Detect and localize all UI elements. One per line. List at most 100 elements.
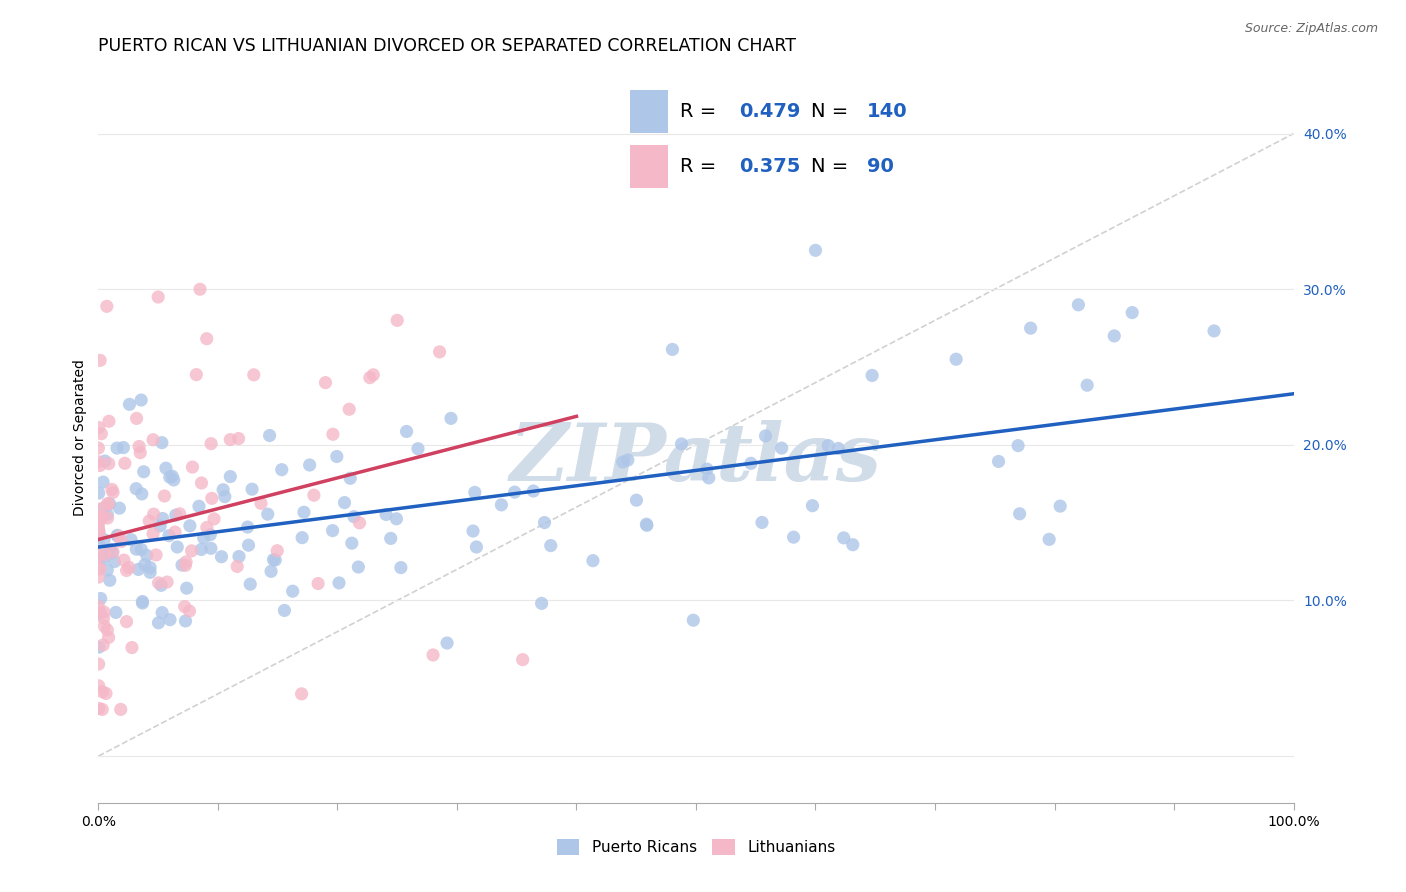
Point — [200, 527, 222, 541]
Point — [512, 652, 534, 666]
Point — [104, 606, 127, 620]
Point — [174, 558, 197, 573]
Point — [131, 487, 153, 501]
Point — [1007, 439, 1029, 453]
Point — [661, 343, 683, 357]
Point — [105, 441, 128, 455]
Point — [754, 429, 776, 443]
Point — [87, 513, 110, 527]
Point — [170, 558, 193, 572]
Point — [1019, 321, 1042, 335]
Point — [101, 546, 124, 560]
Point — [298, 458, 321, 472]
Point — [91, 475, 114, 490]
Point — [751, 516, 773, 530]
Point — [292, 505, 315, 519]
Point — [250, 496, 273, 510]
Point — [363, 368, 385, 382]
Point — [1104, 329, 1126, 343]
Point — [1067, 298, 1090, 312]
Point — [162, 469, 184, 483]
Point — [842, 538, 865, 552]
Point — [98, 497, 121, 511]
Point — [93, 605, 115, 619]
Point — [259, 428, 281, 442]
Point — [180, 544, 202, 558]
Point — [302, 488, 325, 502]
Point — [264, 553, 287, 567]
Point — [375, 508, 398, 522]
Point — [108, 529, 131, 543]
Point — [112, 553, 135, 567]
Point — [782, 530, 804, 544]
Point — [832, 531, 855, 545]
Point — [149, 519, 172, 533]
Point — [671, 437, 693, 451]
Point — [114, 456, 136, 470]
Point — [987, 454, 1010, 468]
Point — [145, 548, 167, 562]
Point — [97, 631, 120, 645]
Point — [91, 702, 114, 716]
Point — [93, 551, 115, 566]
Point — [87, 420, 110, 434]
Point — [87, 525, 110, 540]
Point — [238, 538, 260, 552]
Point — [87, 537, 110, 551]
Point — [860, 368, 883, 383]
Point — [87, 570, 110, 584]
Point — [129, 392, 152, 407]
Point — [307, 576, 329, 591]
Point — [153, 489, 176, 503]
Point — [1202, 324, 1225, 338]
Point — [142, 507, 165, 521]
Point — [436, 636, 458, 650]
Point — [90, 591, 112, 606]
Point — [87, 599, 110, 614]
Point — [291, 531, 314, 545]
Point — [179, 518, 201, 533]
Point — [464, 485, 486, 500]
Point — [118, 560, 141, 574]
Point — [174, 555, 197, 569]
Point — [96, 497, 118, 511]
Point — [406, 442, 429, 456]
Point — [87, 607, 110, 621]
Point — [118, 397, 141, 411]
Point — [115, 564, 138, 578]
Point — [101, 545, 124, 559]
Point — [96, 563, 118, 577]
Point — [163, 473, 186, 487]
Point — [129, 542, 152, 557]
Point — [97, 414, 120, 428]
Point — [195, 332, 218, 346]
Point — [181, 460, 204, 475]
Point — [270, 463, 292, 477]
Point — [129, 446, 152, 460]
Point — [202, 512, 225, 526]
Point — [256, 507, 278, 521]
Point — [87, 701, 110, 715]
Point — [770, 441, 793, 455]
Point — [240, 482, 263, 496]
Point — [380, 532, 402, 546]
Point — [87, 524, 110, 538]
Point — [188, 282, 211, 296]
Point — [827, 442, 849, 456]
Point — [97, 457, 120, 471]
Point — [540, 539, 562, 553]
Point — [87, 657, 110, 671]
Point — [533, 516, 555, 530]
Point — [96, 299, 118, 313]
Point — [228, 432, 250, 446]
Point — [94, 548, 117, 562]
Point — [461, 524, 484, 538]
Point — [281, 584, 304, 599]
Point — [132, 465, 155, 479]
Point — [87, 679, 110, 693]
Point — [190, 475, 212, 490]
Point — [582, 554, 605, 568]
Text: PUERTO RICAN VS LITHUANIAN DIVORCED OR SEPARATED CORRELATION CHART: PUERTO RICAN VS LITHUANIAN DIVORCED OR S… — [98, 37, 796, 54]
Point — [90, 511, 112, 525]
Point — [626, 493, 648, 508]
